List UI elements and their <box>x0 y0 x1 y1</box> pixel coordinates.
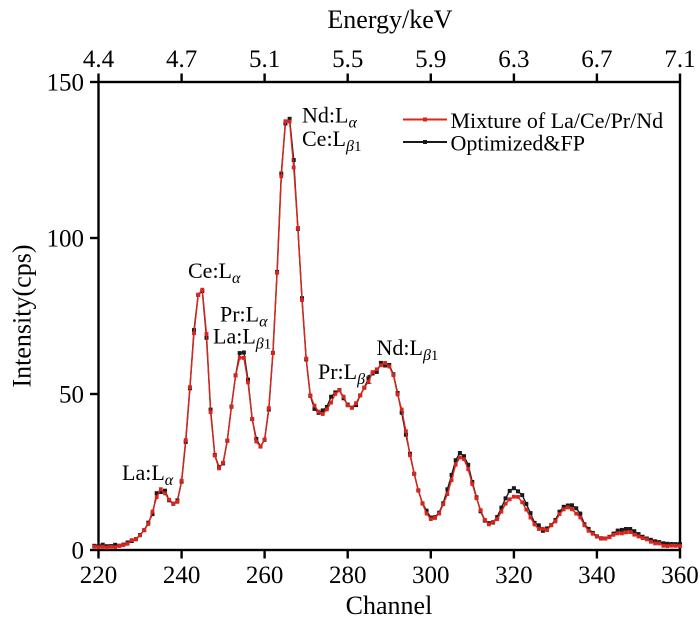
svg-text:Pr:Lβ1: Pr:Lβ1 <box>318 359 373 388</box>
svg-text:La:Lα: La:Lα <box>122 460 174 489</box>
svg-text:4.4: 4.4 <box>83 46 115 73</box>
svg-text:Pr:Lα: Pr:Lα <box>220 302 268 331</box>
svg-text:Nd:Lα: Nd:Lα <box>302 103 357 132</box>
svg-text:7.1: 7.1 <box>664 46 695 73</box>
svg-text:300: 300 <box>412 562 450 589</box>
svg-text:280: 280 <box>329 562 367 589</box>
svg-text:Mixture of La/Ce/Pr/Nd: Mixture of La/Ce/Pr/Nd <box>451 108 664 133</box>
svg-text:260: 260 <box>246 562 284 589</box>
svg-text:Ce:Lα: Ce:Lα <box>188 258 241 287</box>
svg-text:4.7: 4.7 <box>166 46 197 73</box>
svg-text:5.5: 5.5 <box>332 46 363 73</box>
svg-text:100: 100 <box>47 226 85 253</box>
svg-text:5.9: 5.9 <box>415 46 446 73</box>
svg-text:240: 240 <box>163 562 201 589</box>
svg-text:220: 220 <box>80 562 118 589</box>
svg-text:Channel: Channel <box>346 591 433 620</box>
svg-text:Nd:Lβ1: Nd:Lβ1 <box>377 335 439 364</box>
svg-text:6.3: 6.3 <box>498 46 529 73</box>
svg-text:6.7: 6.7 <box>581 46 612 73</box>
svg-text:150: 150 <box>47 70 85 97</box>
svg-text:Optimized&FP: Optimized&FP <box>451 131 585 156</box>
svg-text:5.1: 5.1 <box>249 46 280 73</box>
svg-text:Energy/keV: Energy/keV <box>327 5 452 34</box>
svg-text:0: 0 <box>72 538 85 565</box>
svg-text:Intensity(cps): Intensity(cps) <box>8 245 37 388</box>
svg-text:50: 50 <box>59 382 84 409</box>
svg-text:360: 360 <box>661 562 699 589</box>
svg-text:320: 320 <box>495 562 533 589</box>
svg-text:340: 340 <box>578 562 616 589</box>
